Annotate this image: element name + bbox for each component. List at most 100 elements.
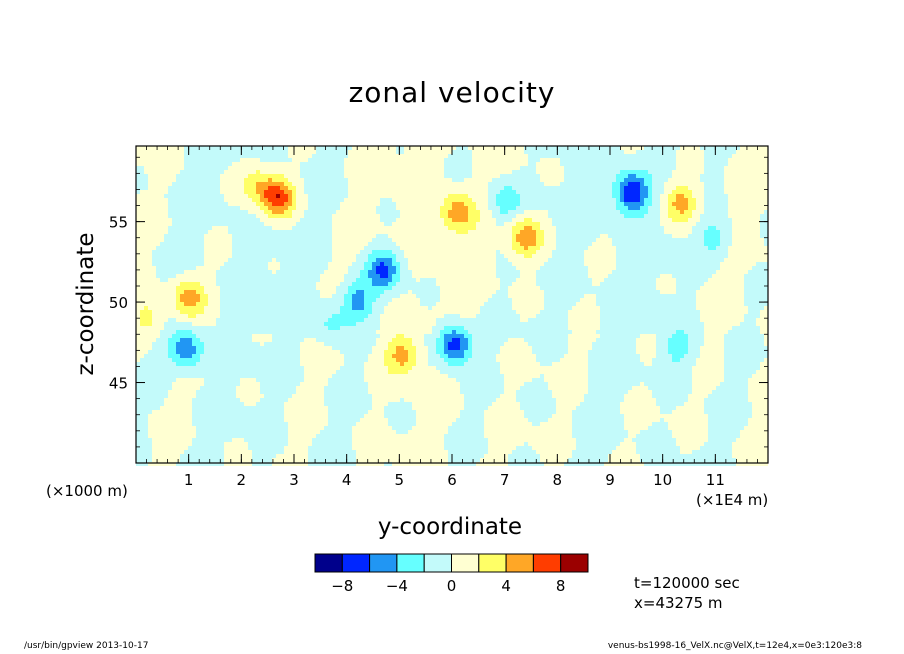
field-cell	[552, 198, 556, 202]
field-cell	[380, 254, 384, 258]
field-cell	[456, 190, 460, 194]
field-cell	[760, 234, 764, 238]
field-cell	[424, 170, 428, 174]
field-cell	[576, 170, 580, 174]
field-cell	[272, 150, 276, 154]
field-cell	[296, 222, 300, 226]
field-cell	[352, 154, 356, 158]
field-cell	[640, 222, 644, 226]
field-cell	[568, 202, 572, 206]
field-cell	[368, 242, 372, 246]
field-cell	[192, 230, 196, 234]
field-cell	[740, 210, 744, 214]
field-cell	[160, 170, 164, 174]
field-cell	[200, 266, 204, 270]
field-cell	[292, 182, 296, 186]
field-cell	[496, 194, 500, 198]
field-cell	[476, 246, 480, 250]
field-cell	[160, 218, 164, 222]
field-cell	[688, 262, 692, 266]
field-cell	[600, 178, 604, 182]
field-cell	[404, 262, 408, 266]
field-cell	[316, 202, 320, 206]
field-cell	[556, 206, 560, 210]
field-cell	[292, 222, 296, 226]
field-cell	[640, 158, 644, 162]
field-cell	[404, 146, 408, 150]
field-cell	[308, 218, 312, 222]
field-cell	[204, 154, 208, 158]
field-cell	[472, 186, 476, 190]
field-cell	[208, 178, 212, 182]
field-cell	[564, 250, 568, 254]
field-cell	[172, 222, 176, 226]
field-cell	[732, 190, 736, 194]
field-cell	[536, 222, 540, 226]
field-cell	[196, 218, 200, 222]
field-cell	[392, 214, 396, 218]
field-cell	[620, 242, 624, 246]
field-cell	[612, 150, 616, 154]
field-cell	[492, 242, 496, 246]
field-cell	[376, 242, 380, 246]
field-cell	[192, 174, 196, 178]
field-cell	[592, 254, 596, 258]
field-cell	[304, 186, 308, 190]
field-cell	[604, 222, 608, 226]
field-cell	[220, 202, 224, 206]
field-cell	[620, 170, 624, 174]
field-cell	[616, 258, 620, 262]
field-cell	[380, 170, 384, 174]
field-cell	[700, 170, 704, 174]
field-cell	[528, 262, 532, 266]
field-cell	[384, 198, 388, 202]
field-cell	[764, 226, 768, 230]
field-cell	[156, 254, 160, 258]
field-cell	[624, 262, 628, 266]
field-cell	[596, 182, 600, 186]
field-cell	[620, 262, 624, 266]
field-cell	[248, 206, 252, 210]
field-cell	[436, 182, 440, 186]
field-cell	[516, 158, 520, 162]
field-cell	[332, 186, 336, 190]
field-cell	[256, 210, 260, 214]
field-cell	[200, 238, 204, 242]
field-cell	[224, 238, 228, 242]
field-cell	[456, 146, 460, 150]
field-cell	[568, 206, 572, 210]
field-cell	[272, 258, 276, 262]
field-cell	[560, 206, 564, 210]
field-cell	[256, 150, 260, 154]
field-cell	[168, 174, 172, 178]
field-cell	[452, 226, 456, 230]
field-cell	[332, 170, 336, 174]
field-cell	[156, 194, 160, 198]
field-cell	[644, 214, 648, 218]
field-cell	[280, 262, 284, 266]
field-cell	[680, 178, 684, 182]
field-cell	[408, 194, 412, 198]
field-cell	[396, 186, 400, 190]
field-cell	[196, 154, 200, 158]
field-cell	[260, 250, 264, 254]
field-cell	[672, 222, 676, 226]
field-cell	[444, 234, 448, 238]
field-cell	[432, 218, 436, 222]
field-cell	[292, 170, 296, 174]
field-cell	[624, 198, 628, 202]
field-cell	[400, 254, 404, 258]
field-cell	[368, 154, 372, 158]
field-cell	[556, 242, 560, 246]
field-cell	[596, 178, 600, 182]
field-cell	[480, 194, 484, 198]
field-cell	[424, 202, 428, 206]
field-cell	[540, 202, 544, 206]
field-cell	[332, 182, 336, 186]
field-cell	[660, 222, 664, 226]
field-cell	[700, 190, 704, 194]
field-cell	[280, 190, 284, 194]
field-cell	[200, 182, 204, 186]
field-cell	[388, 234, 392, 238]
field-cell	[392, 182, 396, 186]
